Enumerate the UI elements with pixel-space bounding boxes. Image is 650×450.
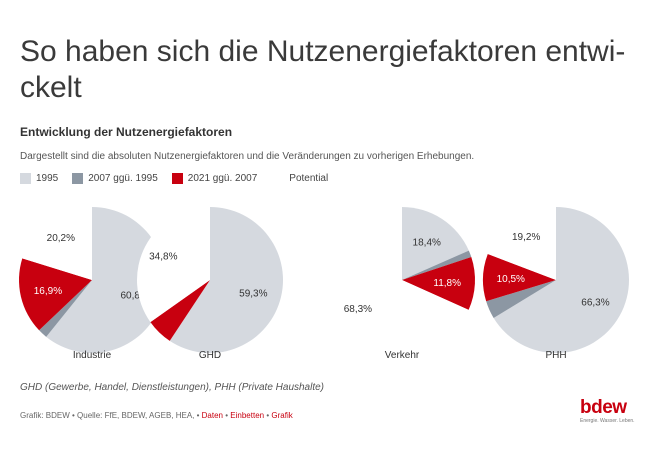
pie-title-industrie: Industrie bbox=[73, 350, 112, 361]
data-label-verkehr-1995: 18,4% bbox=[413, 238, 441, 249]
data-label-verkehr-potential: 68,3% bbox=[344, 304, 372, 315]
bdew-logo: bdew Energie. Wasser. Leben. bbox=[580, 398, 640, 425]
pie-title-phh: PHH bbox=[545, 350, 566, 361]
pie-charts: 60,8% 16,9% 20,2% Industrie 59,3% 34,8% GHD 18,… bbox=[18, 207, 629, 361]
logo-tagline: Energie. Wasser. Leben. bbox=[580, 418, 635, 424]
data-label-phh-2021-gg-2007: 10,5% bbox=[497, 274, 525, 285]
source-line: Grafik: BDEW • Quelle: FfE, BDEW, AGEB, … bbox=[20, 411, 293, 420]
pie-slice-phh-potential[interactable] bbox=[487, 207, 556, 280]
legend: 1995 2007 ggü. 1995 2021 ggü. 2007 Poten… bbox=[20, 172, 342, 185]
legend-label-1995: 1995 bbox=[36, 173, 59, 184]
pie-slice-ghd-1995[interactable] bbox=[169, 207, 284, 353]
legend-swatch-1995 bbox=[20, 173, 31, 184]
graphic-link[interactable]: Grafik bbox=[271, 411, 293, 420]
pie-slice-ghd-potential[interactable] bbox=[136, 207, 210, 323]
pie-slice-industrie-2007-gg-1995[interactable] bbox=[39, 280, 92, 337]
pie-slice-verkehr-1995[interactable] bbox=[402, 207, 469, 280]
pie-slice-phh-2007-gg-1995[interactable] bbox=[486, 280, 556, 318]
data-label-phh-potential: 19,2% bbox=[512, 232, 540, 243]
pie-slice-verkehr-2021-gg-2007[interactable] bbox=[402, 257, 475, 310]
pie-title-verkehr: Verkehr bbox=[385, 350, 420, 361]
legend-label-2007: 2007 ggü. 1995 bbox=[88, 173, 158, 184]
abbreviation-note: GHD (Gewerbe, Handel, Dienstleistungen),… bbox=[20, 382, 325, 393]
data-label-phh-1995: 66,3% bbox=[581, 298, 609, 309]
data-label-industrie-potential: 20,2% bbox=[47, 233, 75, 244]
pie-slice-industrie-1995[interactable] bbox=[46, 207, 166, 353]
pie-slice-phh-2021-gg-2007[interactable] bbox=[483, 253, 556, 302]
logo-word: bdew bbox=[580, 397, 627, 418]
legend-swatch-2021 bbox=[171, 173, 183, 184]
data-label-ghd-potential: 34,8% bbox=[149, 251, 177, 262]
legend-swatch-potential bbox=[271, 172, 285, 185]
pie-slice-industrie-2021-gg-2007[interactable] bbox=[18, 258, 92, 331]
headline-line-1: So haben sich die Nutzenergiefaktoren en… bbox=[20, 35, 626, 68]
source-separator-2: • bbox=[266, 411, 270, 420]
data-label-industrie-2021-gg-2007: 16,9% bbox=[34, 286, 62, 297]
embed-link[interactable]: Einbetten bbox=[230, 411, 265, 420]
pie-slice-phh-1995[interactable] bbox=[493, 207, 629, 353]
legend-item-2007[interactable]: 2007 ggü. 1995 bbox=[72, 173, 158, 184]
pie-title-ghd: GHD bbox=[199, 350, 221, 361]
data-label-ghd-1995: 59,3% bbox=[239, 289, 267, 300]
legend-item-2021[interactable]: 2021 ggü. 2007 bbox=[171, 173, 258, 184]
legend-item-potential[interactable]: Potential bbox=[271, 172, 328, 185]
data-label-verkehr-2021-gg-2007: 11,8% bbox=[433, 278, 461, 289]
pie-slice-verkehr-2007-gg-1995[interactable] bbox=[402, 250, 472, 280]
pie-slice-industrie-potential[interactable] bbox=[22, 207, 92, 280]
data-label-industrie-1995: 60,8% bbox=[121, 291, 149, 302]
headline-line-2: ckelt bbox=[20, 71, 82, 104]
legend-label-potential: Potential bbox=[289, 173, 329, 184]
data-link[interactable]: Daten bbox=[201, 411, 224, 420]
source-separator-1: • bbox=[225, 411, 229, 420]
headline: So haben sich die Nutzenergiefaktoren en… bbox=[20, 34, 630, 106]
legend-item-1995[interactable]: 1995 bbox=[20, 173, 58, 184]
chart-description: Dargestellt sind die absoluten Nutzenerg… bbox=[20, 151, 475, 162]
pie-slice-verkehr-potential[interactable] bbox=[329, 207, 469, 353]
source-text: Grafik: BDEW • Quelle: FfE, BDEW, AGEB, … bbox=[20, 411, 200, 420]
legend-label-2021: 2021 ggü. 2007 bbox=[187, 173, 258, 184]
pie-slice-ghd-2021-gg-2007[interactable] bbox=[150, 280, 210, 341]
chart-subtitle: Entwicklung der Nutzenergiefaktoren bbox=[20, 125, 233, 139]
legend-swatch-2007 bbox=[72, 173, 84, 184]
